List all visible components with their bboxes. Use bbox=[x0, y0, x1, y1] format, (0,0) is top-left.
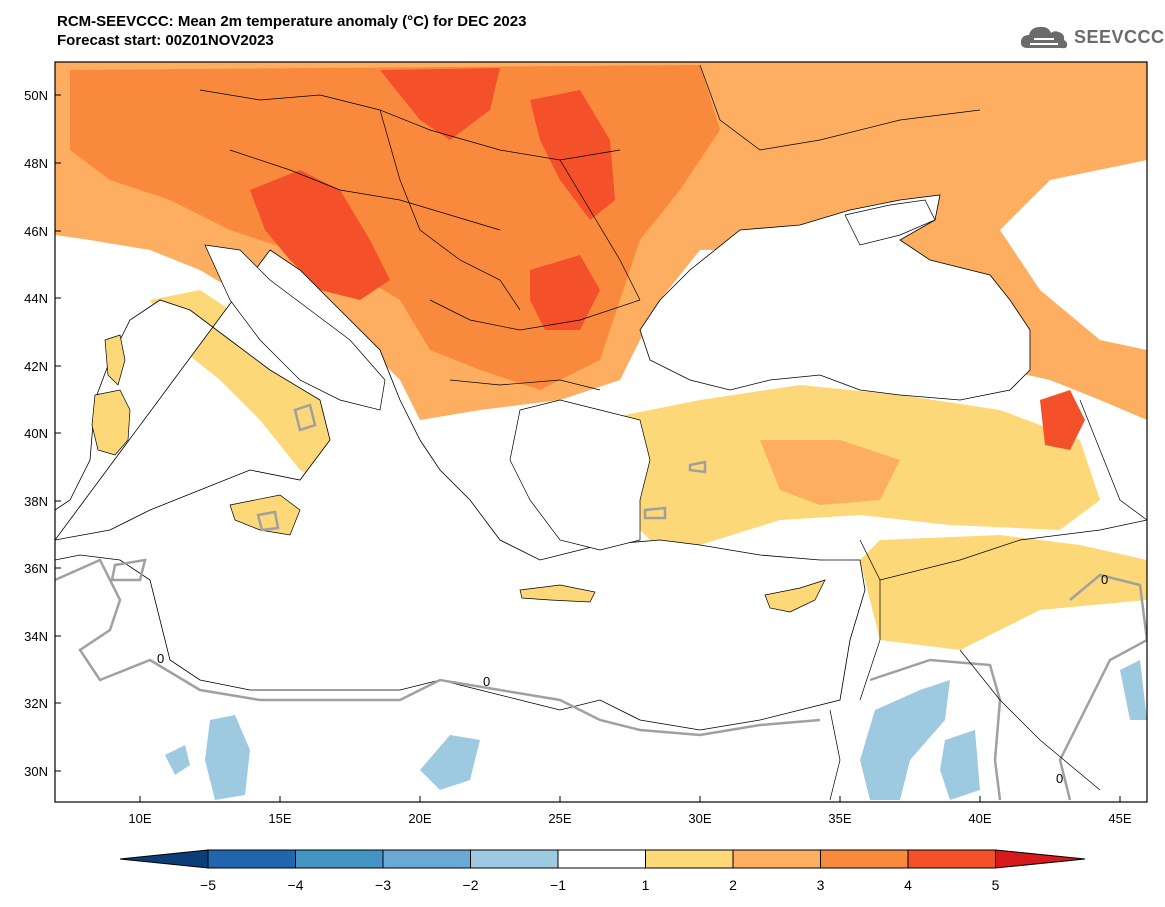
negative-anomaly-saudi-2 bbox=[940, 730, 980, 800]
lat-tick-label: 48N bbox=[24, 156, 48, 171]
colorbar-segment bbox=[207, 849, 296, 869]
map-title: RCM-SEEVCCC: Mean 2m temperature anomaly… bbox=[57, 12, 526, 50]
lon-tick-label: 10E bbox=[128, 811, 151, 826]
lon-tick-label: 35E bbox=[828, 811, 851, 826]
colorbar-label: −3 bbox=[375, 877, 391, 893]
colorbar-label: −1 bbox=[550, 877, 566, 893]
colorbar-label: 5 bbox=[992, 877, 1000, 893]
colorbar-segment bbox=[470, 849, 559, 869]
anomaly-band-4-5-north bbox=[380, 68, 500, 140]
crete bbox=[519, 584, 596, 603]
anomaly-band-1-2 bbox=[55, 62, 1147, 650]
negative-anomaly-libya-1 bbox=[205, 715, 250, 800]
anomaly-band-4-5-caucasus bbox=[1040, 390, 1085, 450]
country-borders bbox=[199, 64, 1147, 801]
lon-tick-label: 30E bbox=[688, 811, 711, 826]
cloud-icon bbox=[1020, 26, 1068, 49]
zero-contour-arabia bbox=[869, 573, 1147, 801]
colorbar-label: −2 bbox=[463, 877, 479, 893]
corsica bbox=[104, 334, 126, 386]
colorbar-segment bbox=[732, 849, 821, 869]
lat-tick-label: 46N bbox=[24, 224, 48, 239]
seevccc-logo: SEEVCCC bbox=[1018, 22, 1165, 52]
contour-label: 0 bbox=[483, 674, 490, 689]
colorbar-label: 3 bbox=[817, 877, 825, 893]
negative-anomaly-libya-3 bbox=[165, 745, 190, 775]
negative-anomaly-libya-2 bbox=[420, 735, 480, 790]
lon-tick-label: 20E bbox=[408, 811, 431, 826]
anomaly-band-1-2-italy bbox=[150, 290, 380, 500]
colorbar-triangle-low bbox=[119, 849, 209, 869]
lon-tick-label: 45E bbox=[1108, 811, 1131, 826]
longitude-axis: 10E 15E 20E 25E 30E 35E 40E 45E bbox=[128, 811, 1131, 826]
colorbar-segment bbox=[645, 849, 734, 869]
negative-anomaly-iraq bbox=[1120, 660, 1147, 720]
colorbar: −5 −4 −3 −2 −1 1 2 3 4 5 bbox=[119, 849, 1086, 893]
sardinia bbox=[91, 389, 131, 456]
black-sea bbox=[639, 194, 1031, 401]
colorbar-label: 2 bbox=[729, 877, 737, 893]
zero-contour-africa bbox=[55, 558, 821, 737]
lat-tick-label: 30N bbox=[24, 764, 48, 779]
colorbar-segment bbox=[557, 849, 646, 869]
lon-tick-label: 25E bbox=[548, 811, 571, 826]
colorbar-label: −5 bbox=[200, 877, 216, 893]
azov-sea bbox=[844, 199, 936, 246]
map-frame bbox=[54, 61, 1148, 803]
aegean-sea bbox=[509, 399, 651, 551]
colorbar-segment bbox=[907, 849, 996, 869]
zero-contour-turkey bbox=[643, 460, 707, 520]
contour-label: 0 bbox=[1056, 771, 1063, 786]
logo-text: SEEVCCC bbox=[1074, 26, 1165, 47]
anomaly-band-4-5 bbox=[250, 170, 390, 300]
title-line-1: RCM-SEEVCCC: Mean 2m temperature anomaly… bbox=[57, 13, 527, 30]
mediterranean-sea bbox=[55, 249, 866, 731]
title-line-2: Forecast start: 00Z01NOV2023 bbox=[57, 32, 274, 49]
colorbar-segment bbox=[295, 849, 384, 869]
lon-tick-label: 40E bbox=[968, 811, 991, 826]
negative-anomaly-saudi-1 bbox=[860, 680, 950, 800]
lat-tick-label: 38N bbox=[24, 494, 48, 509]
colorbar-label: 1 bbox=[642, 877, 650, 893]
anomaly-band-4-5-east bbox=[530, 90, 615, 220]
colorbar-segment bbox=[382, 849, 471, 869]
zero-contour-tunisia bbox=[110, 558, 147, 582]
adriatic-sea bbox=[204, 244, 386, 411]
contour-label: 0 bbox=[1101, 572, 1108, 587]
anomaly-band-4-5-serbia bbox=[530, 255, 600, 330]
frame-ticks bbox=[55, 94, 1121, 802]
lon-tick-label: 15E bbox=[268, 811, 291, 826]
lat-tick-label: 36N bbox=[24, 561, 48, 576]
lat-tick-label: 40N bbox=[24, 426, 48, 441]
lat-tick-label: 42N bbox=[24, 359, 48, 374]
map-field bbox=[55, 62, 1147, 802]
latitude-axis: 50N 48N 46N 44N 42N 40N 38N 36N 34N 32N … bbox=[24, 88, 48, 779]
colorbar-triangle-high bbox=[995, 849, 1086, 869]
lat-tick-label: 50N bbox=[24, 88, 48, 103]
colorbar-label: 4 bbox=[904, 877, 912, 893]
lat-tick-label: 34N bbox=[24, 629, 48, 644]
zero-contour-italy bbox=[256, 403, 317, 532]
anomaly-band-2-3-turkey bbox=[760, 440, 900, 505]
cyprus bbox=[764, 579, 826, 613]
lat-tick-label: 32N bbox=[24, 696, 48, 711]
colorbar-segment bbox=[820, 849, 909, 869]
colorbar-label: −4 bbox=[288, 877, 304, 893]
contour-label: 0 bbox=[157, 651, 164, 666]
lat-tick-label: 44N bbox=[24, 291, 48, 306]
